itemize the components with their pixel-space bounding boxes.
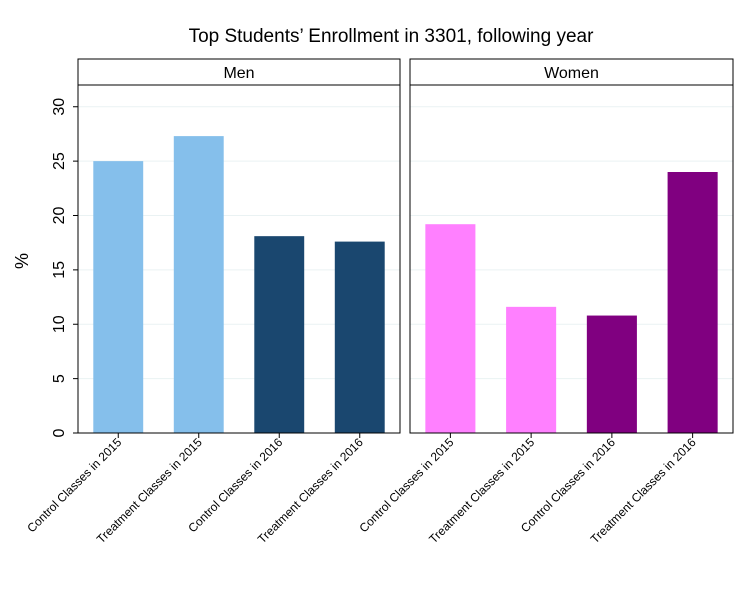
- bar: [254, 236, 304, 433]
- y-tick-label: 5: [51, 374, 68, 383]
- bar: [335, 242, 385, 433]
- bar: [587, 316, 637, 433]
- strip-label: Women: [544, 65, 599, 82]
- bar: [506, 307, 556, 433]
- bar: [425, 224, 475, 433]
- bar: [668, 172, 718, 433]
- bar: [93, 161, 143, 433]
- strip-label: Men: [223, 65, 254, 82]
- y-tick-label: 15: [51, 261, 68, 279]
- y-tick-label: 30: [51, 98, 68, 116]
- bar: [174, 136, 224, 433]
- y-axis-title: %: [12, 253, 32, 269]
- y-tick-label: 20: [51, 207, 68, 225]
- y-tick-label: 10: [51, 315, 68, 333]
- y-tick-label: 25: [51, 152, 68, 170]
- y-tick-label: 0: [51, 428, 68, 437]
- chart-title: Top Students’ Enrollment in 3301, follow…: [189, 26, 595, 47]
